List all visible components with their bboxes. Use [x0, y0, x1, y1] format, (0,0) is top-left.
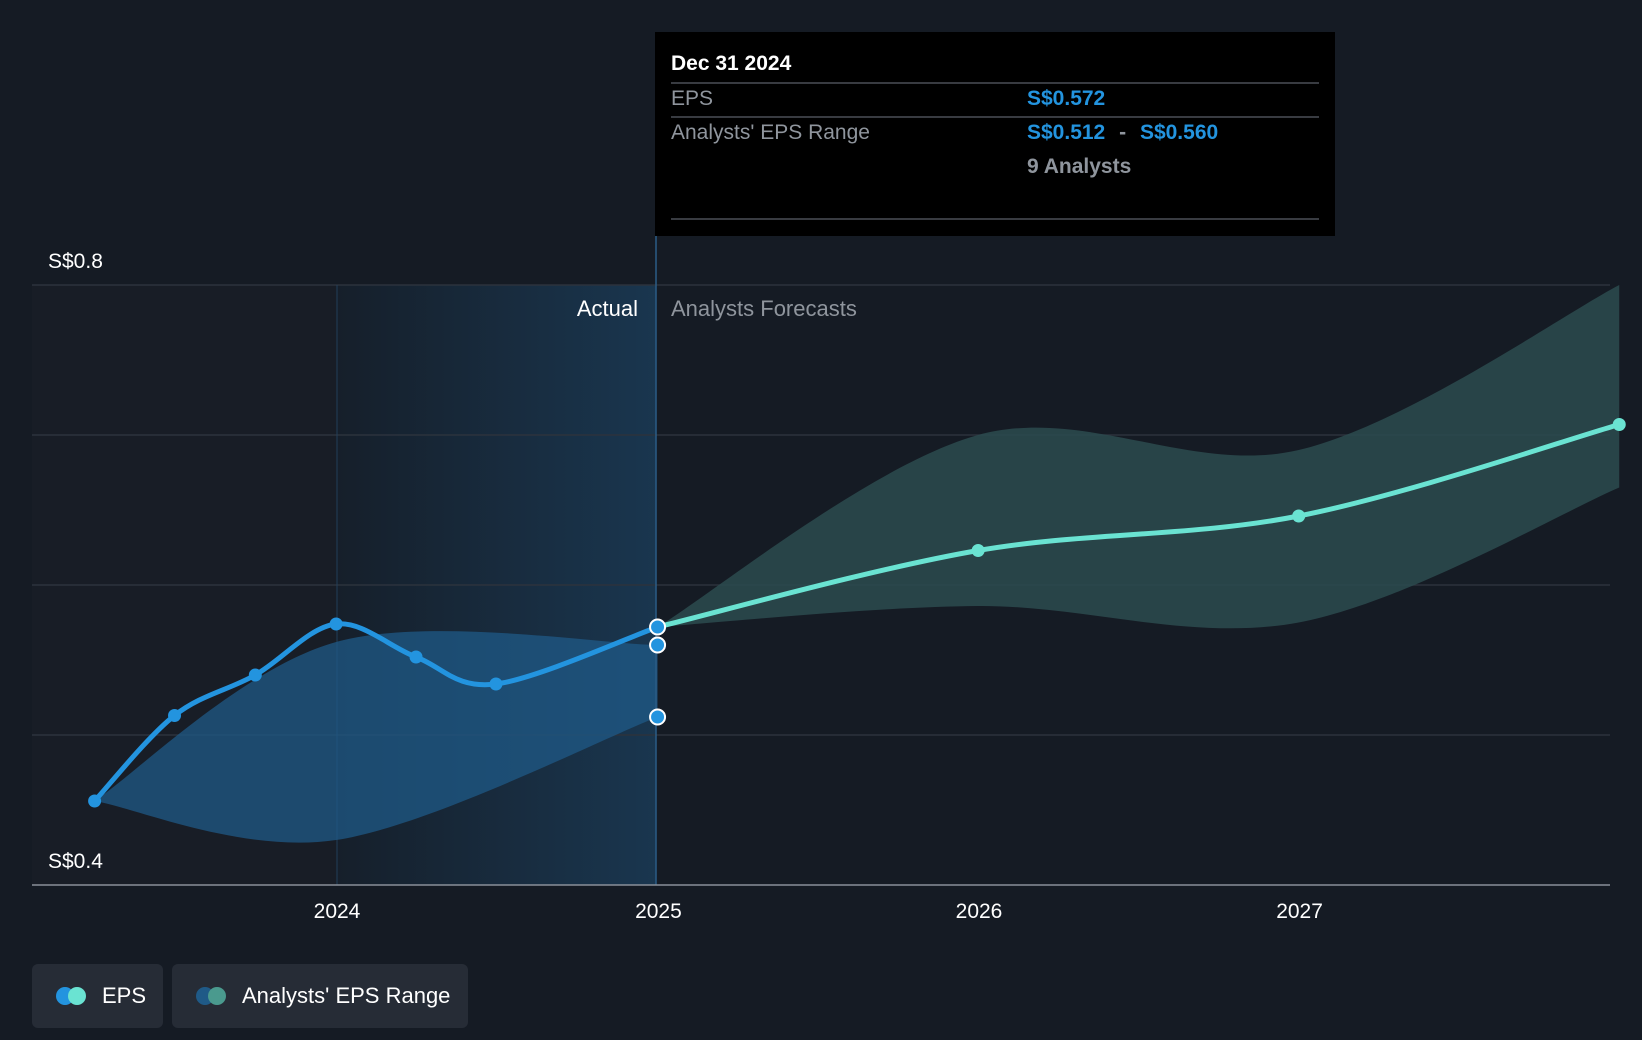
legend-analysts-range[interactable]: Analysts' EPS Range: [172, 964, 468, 1028]
tooltip-eps-value: S$0.572: [1027, 87, 1105, 110]
eps-point[interactable]: [329, 617, 343, 631]
eps-point[interactable]: [1612, 418, 1626, 431]
tooltip-range-values: S$0.512 - S$0.560: [1027, 121, 1218, 144]
legend-eps[interactable]: EPS: [32, 964, 163, 1028]
eps-forecast-line: [655, 422, 1622, 630]
eps-point[interactable]: [248, 668, 262, 682]
highlight-point[interactable]: [649, 618, 667, 636]
legend-eps-label: EPS: [102, 983, 147, 1008]
legend-range-label: Analysts' EPS Range: [242, 983, 451, 1008]
x-tick-label: 2026: [956, 900, 1003, 923]
actual-label: Actual: [577, 296, 638, 321]
eps-points: [88, 418, 1626, 808]
highlight-point[interactable]: [649, 708, 667, 726]
eps-legend-icon: [56, 987, 90, 1005]
eps-point[interactable]: [88, 794, 102, 808]
tooltip-range-high: S$0.560: [1140, 121, 1218, 144]
range-bands: [94, 285, 1620, 843]
eps-point[interactable]: [971, 544, 985, 557]
tooltip-range-separator: -: [1119, 121, 1126, 144]
x-tick-label: 2025: [635, 900, 682, 923]
eps-point[interactable]: [409, 650, 423, 664]
eps-point[interactable]: [489, 677, 503, 691]
range-legend-icon: [196, 987, 230, 1005]
tooltip-box: [655, 32, 1335, 236]
tooltip-range-label: Analysts' EPS Range: [671, 121, 870, 144]
forecast-range-band: [657, 285, 1620, 629]
tooltip-analysts: 9 Analysts: [1027, 155, 1131, 178]
tooltip-date: Dec 31 2024: [671, 52, 792, 75]
tooltip: Dec 31 2024 EPS S$0.572 Analysts' EPS Ra…: [655, 32, 1335, 236]
tooltip-eps-label: EPS: [671, 87, 713, 110]
tooltip-range-low: S$0.512: [1027, 121, 1105, 144]
y-tick-label: S$0.8: [48, 250, 103, 273]
eps-point[interactable]: [168, 709, 182, 722]
x-tick-label: 2027: [1276, 900, 1323, 923]
forecast-label: Analysts Forecasts: [671, 296, 857, 321]
eps-point[interactable]: [1292, 509, 1306, 523]
x-axis-labels: 2024 2025 2026 2027: [314, 900, 1323, 923]
y-axis-labels: S$0.8 S$0.4: [48, 250, 103, 873]
y-tick-label: S$0.4: [48, 850, 103, 873]
actual-range-band: [94, 631, 658, 843]
highlight-point[interactable]: [649, 636, 667, 654]
x-tick-label: 2024: [314, 900, 361, 923]
